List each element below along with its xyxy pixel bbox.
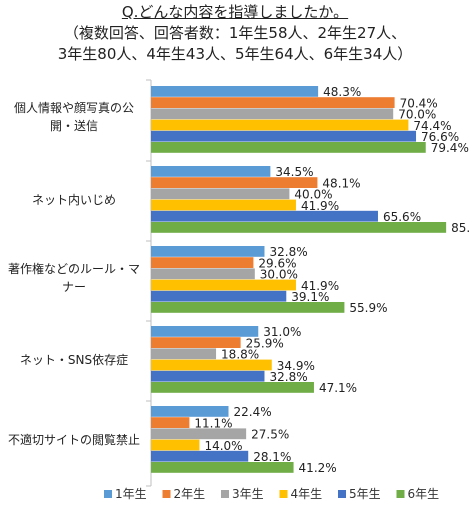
legend-swatch: [338, 490, 346, 498]
data-label: 70.4%: [400, 96, 438, 110]
data-label: 34.5%: [275, 165, 313, 179]
bar: [151, 142, 426, 153]
legend-swatch: [279, 490, 288, 498]
plot-area: 個人情報や顔写真の公開・送信ネット内いじめ著作権などのルール・マナーネット・SN…: [8, 79, 470, 487]
data-label: 30.0%: [260, 268, 298, 282]
legend: 1年生 2年生 3年生 4年生 5年生 6年生: [104, 487, 439, 501]
chart-title-line-1: Q.どんな内容を指導しましたか。: [121, 3, 349, 21]
bar: [151, 188, 290, 200]
bar: [151, 119, 409, 131]
data-label: 41.2%: [299, 461, 337, 475]
bar: [151, 359, 272, 371]
data-label: 65.6%: [383, 210, 421, 224]
data-label: 40.0%: [294, 188, 332, 202]
data-label: 14.0%: [204, 439, 242, 453]
bar: [151, 348, 217, 360]
bar: [151, 417, 190, 428]
data-label: 39.1%: [291, 290, 329, 304]
bar: [151, 199, 296, 211]
bar: [151, 97, 395, 108]
data-label: 28.1%: [253, 450, 291, 464]
category-label: 著作権などのルール・マナー: [8, 261, 140, 294]
data-label: 76.6%: [421, 130, 459, 144]
legend-label: 4年生: [291, 487, 323, 501]
bar: [151, 130, 417, 142]
data-label: 41.9%: [301, 279, 339, 293]
data-label: 31.0%: [263, 325, 301, 339]
legend-swatch: [104, 490, 112, 498]
bar: [151, 337, 241, 348]
category-label: 個人情報や顔写真の公開・送信: [14, 100, 134, 133]
bar: [151, 177, 318, 188]
data-label: 85.3%: [451, 221, 470, 235]
bar: [151, 279, 296, 291]
bar: [151, 326, 259, 337]
bar: [151, 382, 314, 393]
chart-title-line-3: 3年生80人、4年生43人、5年生64人、6年生34人）: [57, 45, 413, 63]
bar: [151, 246, 265, 257]
data-label: 18.8%: [221, 348, 259, 362]
data-label: 48.1%: [322, 176, 360, 190]
data-label: 79.4%: [431, 141, 469, 155]
data-label: 47.1%: [319, 381, 357, 395]
data-label: 32.8%: [269, 245, 307, 259]
bar: [151, 290, 287, 302]
legend-label: 2年生: [174, 487, 206, 501]
data-label: 22.4%: [234, 405, 272, 419]
bar: [151, 210, 378, 222]
chart-title: Q.どんな内容を指導しましたか。 （複数回答、回答者数：1年生58人、2年生27…: [0, 2, 470, 65]
data-label: 70.0%: [398, 108, 436, 122]
legend-label: 5年生: [349, 487, 381, 501]
data-label: 74.4%: [413, 119, 451, 133]
data-label: 48.3%: [323, 85, 361, 99]
bar: [151, 428, 247, 440]
bar: [151, 450, 249, 462]
bar: [151, 268, 255, 280]
category-label: ネット内いじめ: [32, 193, 116, 207]
data-label: 32.8%: [269, 370, 307, 384]
bar: [151, 439, 200, 451]
bar: [151, 370, 265, 382]
data-label: 27.5%: [251, 428, 289, 442]
category-label: ネット・SNS依存症: [20, 352, 128, 367]
legend-swatch: [396, 490, 405, 498]
data-label: 34.9%: [277, 359, 315, 373]
bar: [151, 257, 254, 268]
bar: [151, 406, 229, 417]
legend-label: 3年生: [232, 487, 264, 501]
legend-label: 6年生: [408, 487, 440, 501]
data-label: 41.9%: [301, 199, 339, 213]
bar: [151, 462, 294, 473]
data-label: 55.9%: [349, 301, 387, 315]
bar: [151, 86, 319, 97]
bar: [151, 222, 447, 233]
data-label: 11.1%: [194, 416, 232, 430]
bar: [151, 108, 394, 120]
data-label: 29.6%: [258, 256, 296, 270]
category-label: 不適切サイトの閲覧禁止: [8, 432, 140, 447]
bar: [151, 302, 345, 313]
data-label: 25.9%: [246, 336, 284, 350]
legend-label: 1年生: [115, 487, 147, 501]
legend-swatch: [162, 490, 171, 498]
legend-swatch: [221, 490, 229, 498]
chart-title-line-2: （複数回答、回答者数：1年生58人、2年生27人、: [63, 24, 407, 42]
bar: [151, 166, 271, 177]
